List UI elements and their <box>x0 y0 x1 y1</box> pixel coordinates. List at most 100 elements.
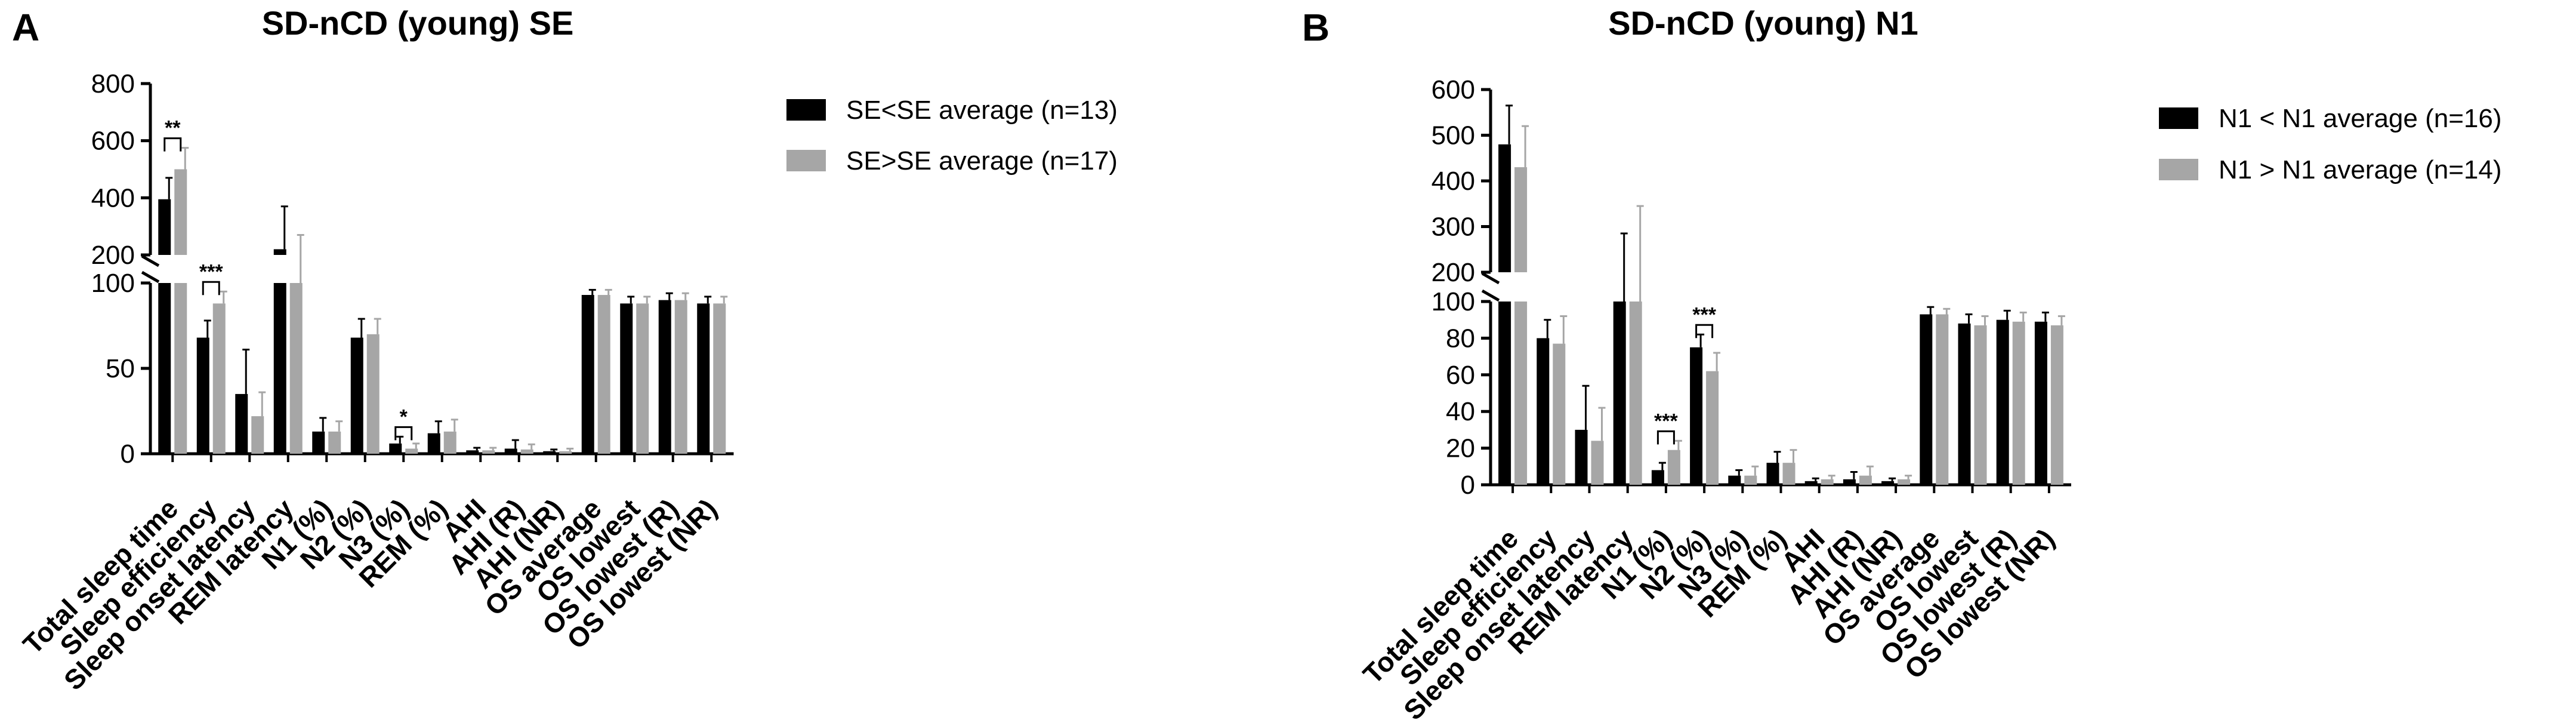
panel-a-bar-os-lowest-nr-s1 <box>697 303 710 454</box>
panel-a-significance-bracket-n3 <box>394 426 413 441</box>
panel-a-bar-n3-s1 <box>389 443 402 454</box>
panel-b-bar-n3-s1 <box>1728 475 1741 485</box>
panel-a-bar-n3-s2 <box>405 448 418 454</box>
panel-a-significance-bracket-total-sleep-time <box>163 137 182 152</box>
panel-b-bar-total-sleep-time-s1 <box>1498 302 1511 485</box>
panel-a-letter: A <box>12 6 39 49</box>
panel-a-bar-os-lowest-r-s1 <box>658 300 671 454</box>
panel-a-significance-label-sleep-efficiency: *** <box>199 260 223 283</box>
panel-b-bar-n1-s1 <box>1651 470 1664 485</box>
panel-a-bar-total-sleep-time-s2-upper <box>174 169 187 255</box>
panel-b-y-tick-label: 80 <box>1446 324 1475 353</box>
panel-a-bar-os-lowest-s2 <box>636 303 649 454</box>
panel-a-bar-rem-latency-s1 <box>273 283 286 454</box>
panel-a-bar-n2-s2 <box>366 334 380 454</box>
panel-a-legend-label-2: SE>SE average (n=17) <box>846 146 1118 176</box>
panel-b-legend-swatch-2 <box>2159 159 2198 180</box>
panel-b-legend-label-1: N1 < N1 average (n=16) <box>2219 104 2502 133</box>
panel-a-bar-n2-s1 <box>350 337 363 454</box>
panel-b-bar-n1-s2 <box>1667 450 1680 485</box>
panel-b-y-tick-label: 200 <box>1432 258 1475 287</box>
panel-a-bar-ahi-r-s2 <box>520 449 533 454</box>
panel-a-bar-ahi-s2 <box>482 450 495 454</box>
panel-a-bar-total-sleep-time-s1-upper <box>158 199 171 255</box>
panel-b-bar-ahi-s2 <box>1821 479 1834 485</box>
panel-b-bar-n3-s2 <box>1744 475 1757 485</box>
panel-b-significance-bracket-n2 <box>1695 324 1714 339</box>
panel-b-significance-bracket-n1 <box>1656 430 1675 445</box>
panel-b-bar-os-lowest-s1 <box>1958 323 1971 485</box>
panel-b-y-tick-label: 400 <box>1432 167 1475 196</box>
panel-b-bar-rem-s2 <box>1782 463 1796 485</box>
panel-b-bar-os-average-s1 <box>1920 314 1933 485</box>
panel-a-bar-sleep-onset-latency-s1 <box>235 393 248 454</box>
panel-a-legend-swatch-1 <box>786 99 826 121</box>
panel-a-y-tick-label: 100 <box>91 269 135 298</box>
panel-a-bar-rem-s1 <box>427 433 440 454</box>
panel-b-bar-os-lowest-r-s2 <box>2012 321 2025 485</box>
panel-a-y-tick-label: 200 <box>91 241 135 270</box>
panel-a-bar-rem-latency-s2 <box>289 283 303 454</box>
panel-a-bar-os-lowest-nr-s2 <box>713 303 726 454</box>
panel-a-legend-swatch-2 <box>786 150 826 171</box>
panel-a-bar-total-sleep-time-s1 <box>158 283 171 454</box>
panel-a-axis-break-mark <box>141 270 160 284</box>
panel-b-bar-ahi-s1 <box>1804 481 1818 485</box>
panel-a-bar-n1-s1 <box>312 431 325 454</box>
panel-a-bar-total-sleep-time-s2 <box>174 283 187 454</box>
panel-b-y-tick-label: 0 <box>1461 470 1475 500</box>
panel-b-bar-total-sleep-time-s2 <box>1514 302 1528 485</box>
panel-b-bar-sleep-onset-latency-s2 <box>1591 441 1604 485</box>
panel-a-y-tick-label: 400 <box>91 183 135 213</box>
panel-b-y-tick-label: 60 <box>1446 361 1475 390</box>
panel-b-significance-label-n2: *** <box>1692 303 1716 326</box>
panel-b-axis-break-mark <box>1481 272 1500 285</box>
panel-a-bar-ahi-nr-s2 <box>559 451 572 454</box>
panel-b-bar-n2-s1 <box>1690 347 1703 485</box>
panel-a-bar-ahi-nr-s1 <box>543 451 556 454</box>
panel-b-letter: B <box>1302 6 1329 49</box>
panel-a-bar-os-average-s1 <box>581 295 594 454</box>
panel-a-significance-label-n3: * <box>400 405 408 428</box>
panel-b-bar-os-lowest-s2 <box>1974 325 1987 485</box>
panel-b-significance-label-n1: *** <box>1654 410 1678 432</box>
panel-a-bar-sleep-onset-latency-s2 <box>251 416 264 454</box>
panel-a-y-tick-label: 0 <box>121 439 135 469</box>
panel-b-bar-sleep-onset-latency-s1 <box>1575 429 1588 485</box>
panel-b-bar-ahi-nr-s1 <box>1881 481 1895 485</box>
panel-a-significance-label-total-sleep-time: ** <box>165 117 181 140</box>
panel-b-bar-rem-s1 <box>1766 463 1779 485</box>
panel-b-y-tick-label: 300 <box>1432 213 1475 242</box>
panel-b-legend-label-2: N1 > N1 average (n=14) <box>2219 155 2502 184</box>
panel-a-bar-os-lowest-r-s2 <box>674 300 687 454</box>
panel-a-bar-n1-s2 <box>328 431 341 454</box>
panel-a-y-tick-label: 50 <box>106 354 135 383</box>
panel-b-bar-total-sleep-time-s2-upper <box>1514 167 1528 272</box>
panel-a-title: SD-nCD (young) SE <box>262 4 574 42</box>
panel-b-bar-os-average-s2 <box>1936 314 1949 485</box>
panel-a-bar-ahi-r-s1 <box>504 448 517 454</box>
panel-b-bar-rem-latency-s1 <box>1613 302 1626 485</box>
panel-b-bar-os-lowest-r-s1 <box>1996 319 2009 485</box>
panel-b-bar-sleep-efficiency-s1 <box>1537 338 1550 485</box>
panel-b-bar-n2-s2 <box>1706 371 1719 485</box>
panel-a-bar-rem-latency-s1-upper <box>273 249 286 255</box>
panel-b-bar-rem-latency-s2 <box>1629 302 1642 485</box>
panel-b-bar-os-lowest-nr-s2 <box>2050 325 2063 485</box>
panel-b-axis-break-mark <box>1481 289 1500 302</box>
panel-a-y-tick-label: 600 <box>91 127 135 156</box>
panel-b-y-tick-label: 40 <box>1446 397 1475 426</box>
panel-b-y-tick-label: 100 <box>1432 287 1475 316</box>
panel-a-bar-sleep-efficiency-s1 <box>196 337 209 454</box>
panel-a-y-tick-label: 800 <box>91 69 135 99</box>
panel-b-bar-total-sleep-time-s1-upper <box>1498 144 1511 272</box>
panel-b-legend-swatch-1 <box>2159 107 2198 129</box>
panel-a-significance-bracket-sleep-efficiency <box>202 281 220 296</box>
panel-b-bar-sleep-efficiency-s2 <box>1553 343 1566 485</box>
panel-a-bar-ahi-s1 <box>466 450 479 454</box>
panel-b-bar-os-lowest-nr-s1 <box>2034 321 2047 485</box>
panel-a-legend-label-1: SE<SE average (n=13) <box>846 96 1118 125</box>
